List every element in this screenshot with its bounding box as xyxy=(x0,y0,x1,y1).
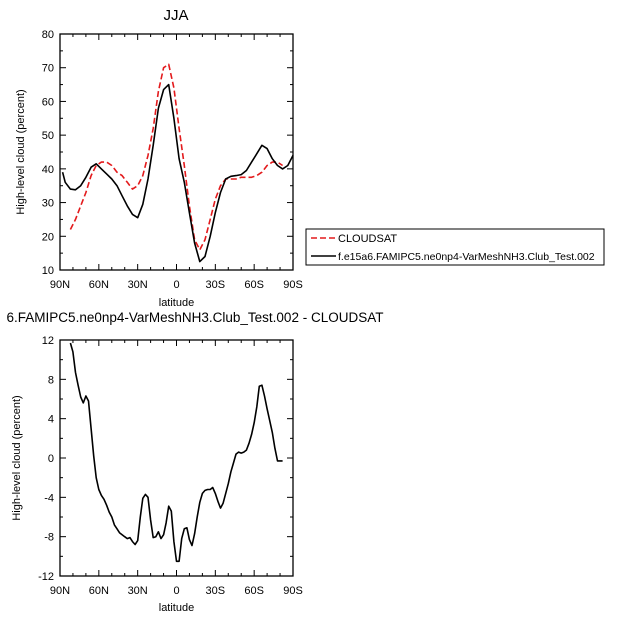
top-series-line-1 xyxy=(61,83,294,263)
bottom-x-tick-label: 90S xyxy=(283,585,303,597)
top-series-lines xyxy=(61,63,294,263)
top-y-axis-label: High-level cloud (percent) xyxy=(15,89,27,214)
legend-label-cloudsat: CLOUDSAT xyxy=(338,233,397,245)
top-chart-title: JJA xyxy=(163,7,188,24)
bottom-y-tick-labels: -12 -8 -4 0 4 8 12 xyxy=(38,335,54,583)
bottom-y-tick-label: -4 xyxy=(44,492,54,504)
top-x-tick-label: 90S xyxy=(283,279,303,291)
bottom-y-tick-label: 0 xyxy=(48,453,54,465)
bottom-plot-frame xyxy=(59,339,294,577)
bottom-y-axis-label: High-level cloud (percent) xyxy=(11,395,23,520)
top-x-tick-label: 30N xyxy=(128,279,148,291)
bottom-chart-title: 6.FAMIPC5.ne0np4-VarMeshNH3.Club_Test.00… xyxy=(7,310,384,325)
bottom-y-tick-label: 12 xyxy=(42,335,54,347)
top-y-tick-label: 20 xyxy=(42,231,54,243)
legend-item-cloudsat: CLOUDSAT xyxy=(311,233,397,245)
bottom-series-line-0 xyxy=(69,342,283,563)
bottom-y-tick-label: 4 xyxy=(48,414,54,426)
bottom-axis-ticks xyxy=(59,339,294,577)
bottom-x-tick-label: 60N xyxy=(89,585,109,597)
bottom-x-tick-label: 30N xyxy=(128,585,148,597)
bottom-x-tick-labels: 90N 60N 30N 0 30S 60S 90S xyxy=(50,585,303,597)
top-y-tick-label: 30 xyxy=(42,198,54,210)
top-y-tick-label: 50 xyxy=(42,130,54,142)
legend: CLOUDSAT f.e15a6.FAMIPC5.ne0np4-VarMeshN… xyxy=(305,228,605,266)
bottom-y-tick-label: -12 xyxy=(38,571,54,583)
bottom-panel: 6.FAMIPC5.ne0np4-VarMeshNH3.Club_Test.00… xyxy=(7,310,384,614)
top-y-tick-label: 80 xyxy=(42,29,54,41)
bottom-x-tick-label: 0 xyxy=(173,585,179,597)
bottom-x-axis-label: latitude xyxy=(159,602,194,614)
top-series-line-0 xyxy=(69,63,284,251)
top-x-tick-label: 30S xyxy=(206,279,226,291)
top-y-tick-label: 40 xyxy=(42,164,54,176)
top-y-tick-label: 10 xyxy=(42,265,54,277)
bottom-y-tick-label: 8 xyxy=(48,374,54,386)
top-x-axis-label: latitude xyxy=(159,297,194,309)
top-x-tick-label: 90N xyxy=(50,279,70,291)
bottom-x-tick-label: 60S xyxy=(244,585,264,597)
top-x-tick-label: 0 xyxy=(173,279,179,291)
top-panel: JJA 90N 60N 30N 0 30S 60S 90S 10 20 30 40 50 60 70 80… xyxy=(15,7,303,309)
top-plot-frame xyxy=(59,33,294,271)
bottom-series-lines xyxy=(69,342,283,563)
bottom-x-tick-label: 30S xyxy=(206,585,226,597)
top-y-tick-labels: 10 20 30 40 50 60 70 80 xyxy=(42,29,54,277)
top-y-tick-label: 60 xyxy=(42,96,54,108)
bottom-x-tick-label: 90N xyxy=(50,585,70,597)
legend-item-model: f.e15a6.FAMIPC5.ne0np4-VarMeshNH3.Club_T… xyxy=(311,251,595,263)
bottom-y-tick-label: -8 xyxy=(44,532,54,544)
top-x-tick-label: 60S xyxy=(244,279,264,291)
legend-label-model: f.e15a6.FAMIPC5.ne0np4-VarMeshNH3.Club_T… xyxy=(338,251,595,263)
top-x-tick-labels: 90N 60N 30N 0 30S 60S 90S xyxy=(50,279,303,291)
top-x-tick-label: 60N xyxy=(89,279,109,291)
top-y-tick-label: 70 xyxy=(42,63,54,75)
legend-box xyxy=(305,228,605,266)
